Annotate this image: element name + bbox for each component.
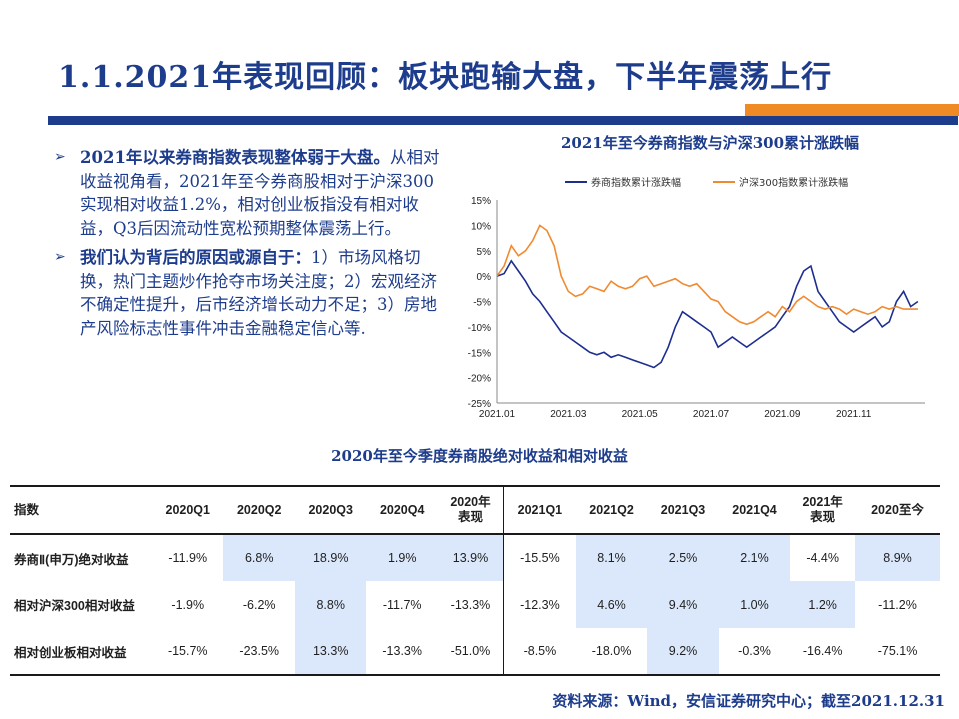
line-chart: 15% 10% 5% 0% -5% -10% -15% -20% -25%2021.01 2021… xyxy=(468,176,925,420)
table-cell: 2.5% xyxy=(647,534,719,581)
table-cell: 8.1% xyxy=(575,534,648,581)
arrow-bullet-icon: ➢ xyxy=(54,149,66,165)
table-cell: 2.1% xyxy=(718,534,791,581)
table-row: 相对沪深300相对收益 -1.9% -6.2% 8.8% -11.7% -13.3% -12… xyxy=(10,581,940,628)
y-tick-label: -25% xyxy=(468,399,491,410)
bullet-body: 1）市场风格切换，热门主题炒作抢夺市场关注度；2）宏观经济不确定性提升，后市经济… xyxy=(80,248,437,338)
table-cell: -15.7% xyxy=(152,628,224,676)
table-cell: -11.9% xyxy=(168,551,208,565)
table-cell: -16.4% xyxy=(790,628,856,676)
table-cell: 18.9% xyxy=(294,534,367,581)
title-underline xyxy=(48,116,958,125)
table-cell: -0.3% xyxy=(718,628,791,676)
bullet-lead: 我们认为背后的原因或源自于： xyxy=(80,248,311,267)
column-header: 2021年 表现 xyxy=(790,485,856,535)
row-label: 相对沪深300相对收益 xyxy=(14,599,135,613)
table-cell: 1.2% xyxy=(790,581,856,628)
table-header-row: 指数 2020Q1 2020Q2 2020Q3 2020Q4 2020年 表现 2021Q1 2… xyxy=(10,485,940,535)
table-cell: 8.8% xyxy=(294,581,367,628)
table-cell: -6.2% xyxy=(242,597,276,612)
y-tick-label: 10% xyxy=(471,221,491,232)
table-cell: 1.0% xyxy=(718,581,791,628)
table-cell: -11.7% xyxy=(382,597,422,612)
table-row: 相对创业板相对收益 -15.7% -23.5% 13.3% -13.3% -51.0% -8… xyxy=(10,628,940,676)
title-accent-bar xyxy=(745,104,959,116)
table-title: 2020年至今季度券商股绝对收益和相对收益 xyxy=(331,447,628,465)
column-header: 2020Q2 xyxy=(223,485,295,535)
table-cell: 4.6% xyxy=(575,581,648,628)
column-header: 2021Q2 xyxy=(575,485,648,535)
table-cell: -23.5% xyxy=(223,628,295,676)
x-tick-label: 2021.05 xyxy=(622,409,659,420)
table-cell: -13.3% xyxy=(366,628,438,676)
column-header: 2020Q3 xyxy=(294,485,367,535)
column-header: 2021Q4 xyxy=(718,485,791,535)
column-header: 2020Q4 xyxy=(366,485,438,535)
row-label: 相对创业板相对收益 xyxy=(10,628,152,676)
column-header: 2020年 表现 xyxy=(437,485,504,535)
column-header: 指数 xyxy=(10,485,152,535)
bullet-list: ➢ 2021年以来券商指数表现整体弱于大盘。从相对收益视角看，2021年至今券商… xyxy=(52,146,447,346)
y-tick-label: -20% xyxy=(468,374,491,385)
table-cell: -11.2% xyxy=(878,597,917,612)
x-tick-label: 2021.07 xyxy=(693,409,730,420)
y-tick-label: -10% xyxy=(468,323,491,334)
table-cell: -4.4% xyxy=(806,551,839,565)
series-line-broker xyxy=(496,259,919,369)
table-cell: -13.3% xyxy=(450,597,491,612)
bullet-body: 从相对收益视角看，2021年至今券商股相对于沪深300实现相对收益1.2%，相对… xyxy=(80,148,440,238)
table-cell: 9.4% xyxy=(647,581,719,628)
x-tick-label: 2021.01 xyxy=(479,409,516,420)
table-cell: -51.0% xyxy=(437,628,504,676)
bullet-lead: 2021年以来券商指数表现整体弱于大盘。 xyxy=(80,148,390,167)
page-title: 1.1.2021年表现回顾：板块跑输大盘，下半年震荡上行 xyxy=(58,60,833,95)
y-tick-label: -5% xyxy=(473,298,491,309)
x-tick-label: 2021.03 xyxy=(550,409,587,420)
table-cell: -18.0% xyxy=(575,628,648,676)
column-header: 2020Q1 xyxy=(152,485,224,535)
y-tick-label: 15% xyxy=(471,196,491,207)
column-header: 2021Q1 xyxy=(503,485,576,535)
table-cell: 9.2% xyxy=(647,628,719,676)
table-cell: -8.5% xyxy=(503,628,576,676)
source-note: 资料来源：Wind，安信证券研究中心；截至2021.12.31 xyxy=(552,692,945,710)
table-cell: 13.3% xyxy=(294,628,367,676)
bullet-item: ➢ 我们认为背后的原因或源自于：1）市场风格切换，热门主题炒作抢夺市场关注度；2… xyxy=(52,246,447,340)
legend-label: 券商指数累计涨跌幅 xyxy=(591,176,681,189)
chart-title: 2021年至今券商指数与沪深300累计涨跌幅 xyxy=(560,134,860,152)
legend-label: 沪深300指数累计涨跌幅 xyxy=(739,176,848,189)
column-header: 2020至今 xyxy=(855,485,940,535)
row-label: 券商Ⅱ(申万)绝对收益 xyxy=(14,552,129,567)
bullet-item: ➢ 2021年以来券商指数表现整体弱于大盘。从相对收益视角看，2021年至今券商… xyxy=(52,146,447,240)
column-header: 2021Q3 xyxy=(647,485,719,535)
table-cell: -1.9% xyxy=(171,597,205,612)
x-tick-label: 2021.11 xyxy=(836,409,872,420)
table-cell: 8.9% xyxy=(855,534,940,581)
table-cell: -15.5% xyxy=(503,534,576,581)
table-row: 券商Ⅱ(申万)绝对收益 -11.9% 6.8% 18.9% 1.9% 13.9% -15.5… xyxy=(10,534,940,581)
table-cell: 1.9% xyxy=(366,534,438,581)
quarterly-returns-table: 指数 2020Q1 2020Q2 2020Q3 2020Q4 2020年 表现 2021Q1 2… xyxy=(10,485,940,676)
x-tick-label: 2021.09 xyxy=(764,409,801,420)
table-cell: 6.8% xyxy=(223,534,295,581)
table-cell: -75.1% xyxy=(855,628,940,676)
arrow-bullet-icon: ➢ xyxy=(54,249,66,265)
table-cell: 13.9% xyxy=(437,534,504,581)
table-cell: -12.3% xyxy=(503,581,576,628)
y-tick-label: 5% xyxy=(477,247,492,258)
y-tick-label: 0% xyxy=(477,272,492,283)
y-tick-label: -15% xyxy=(468,348,491,359)
series-line-csi300 xyxy=(496,224,918,326)
